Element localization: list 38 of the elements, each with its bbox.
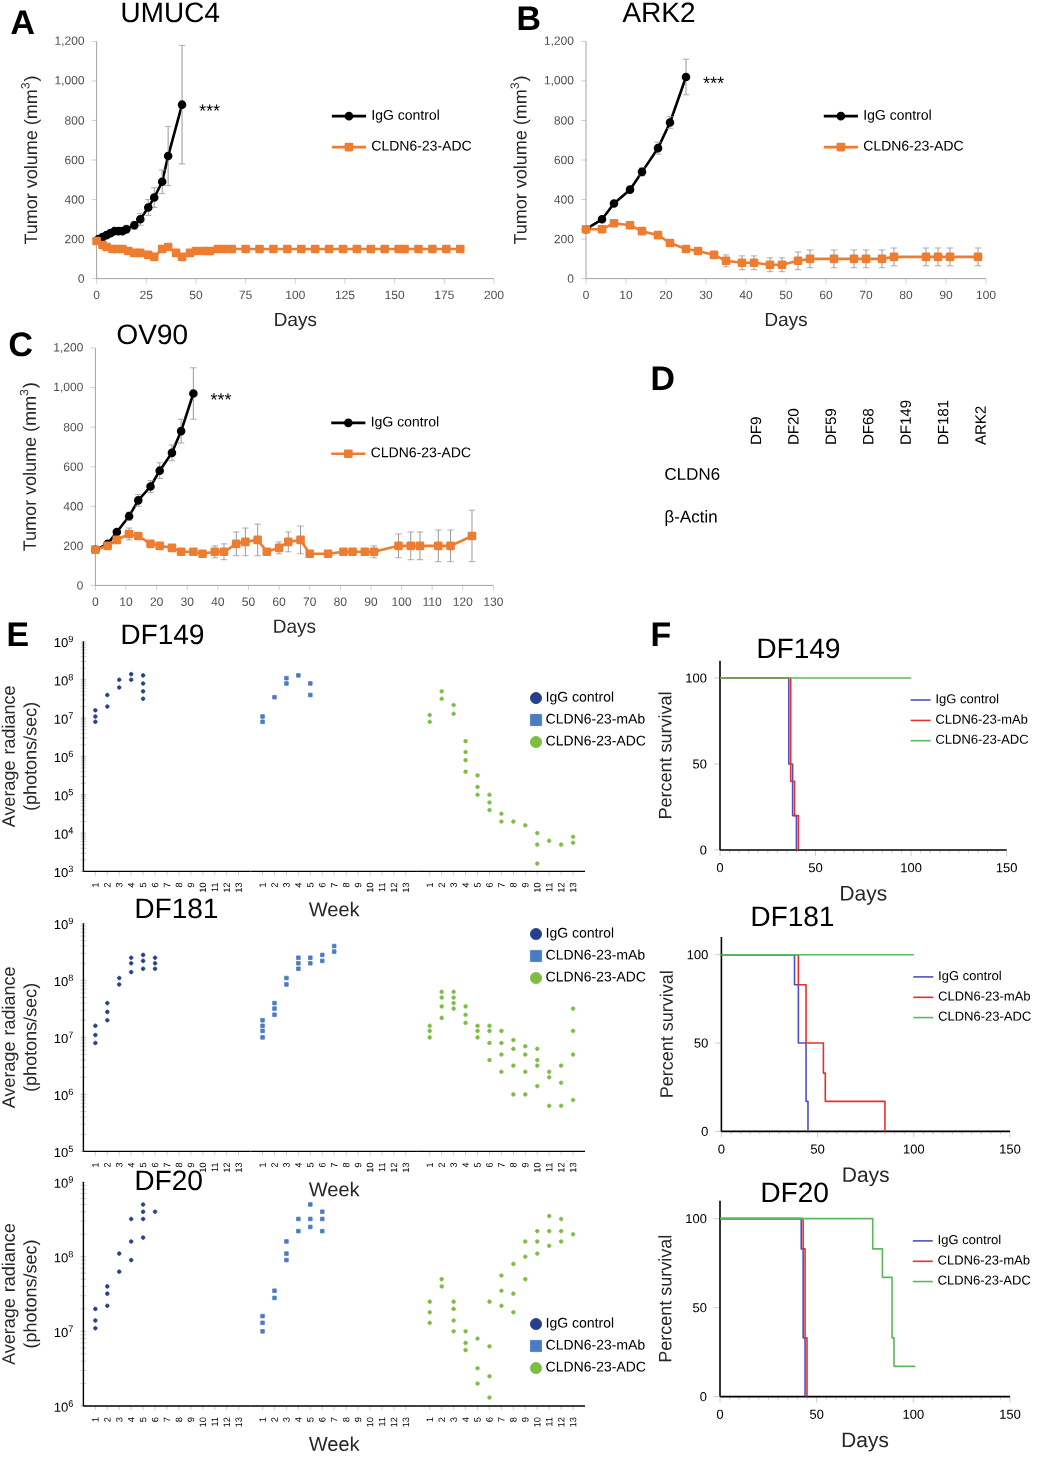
chart-title: OV90: [117, 324, 187, 345]
text: CLDN6: [665, 468, 720, 481]
chart-title: DF20: [762, 1182, 828, 1203]
x-axis-title: Days: [275, 312, 317, 330]
text: β-Actin: [665, 510, 717, 526]
x-axis-title: Week: [308, 901, 360, 917]
y-axis-title: Tumor volume (mm$^{3}$): [21, 76, 41, 245]
text: E: [8, 622, 28, 647]
y-axis-title: Tumor volume (mm$^{3}$): [19, 383, 40, 551]
text: B: [518, 6, 540, 30]
x-axis-title: Week: [308, 1436, 360, 1452]
chart-title: DF149: [758, 638, 840, 659]
x-axis-title: Days: [274, 619, 316, 637]
chart-title: DF181: [136, 898, 218, 919]
y-axis-title: Average radiance (photons/sec): [1, 686, 41, 828]
x-axis-title: Days: [843, 1167, 889, 1187]
y-axis-title: Average radiance (photons/sec): [1, 1223, 41, 1365]
y-axis-title: Average radiance (photons/sec): [1, 967, 41, 1109]
annotation: ***: [703, 76, 724, 84]
x-axis-title: Days: [841, 886, 887, 905]
text: D: [652, 366, 674, 391]
text: A: [11, 10, 35, 35]
annotation: ***: [199, 104, 220, 111]
y-axis-title: Percent survival: [659, 971, 673, 1097]
x-axis-title: Days: [842, 1432, 889, 1452]
chart-title: ARK2: [622, 2, 695, 23]
x-axis-title: Days: [765, 312, 807, 330]
chart-title: UMUC4: [122, 2, 220, 23]
chart-title: DF20: [136, 1170, 202, 1191]
chart-title: DF149: [122, 624, 204, 645]
text: C: [9, 332, 33, 357]
text: F: [652, 622, 670, 647]
y-axis-title: Percent survival: [658, 692, 672, 818]
x-axis-title: Week: [308, 1181, 360, 1197]
annotation: ***: [210, 393, 232, 400]
y-axis-title: Tumor volume (mm$^{3}$): [510, 76, 531, 245]
chart-title: DF181: [752, 906, 834, 927]
y-axis-title: Percent survival: [658, 1235, 672, 1362]
